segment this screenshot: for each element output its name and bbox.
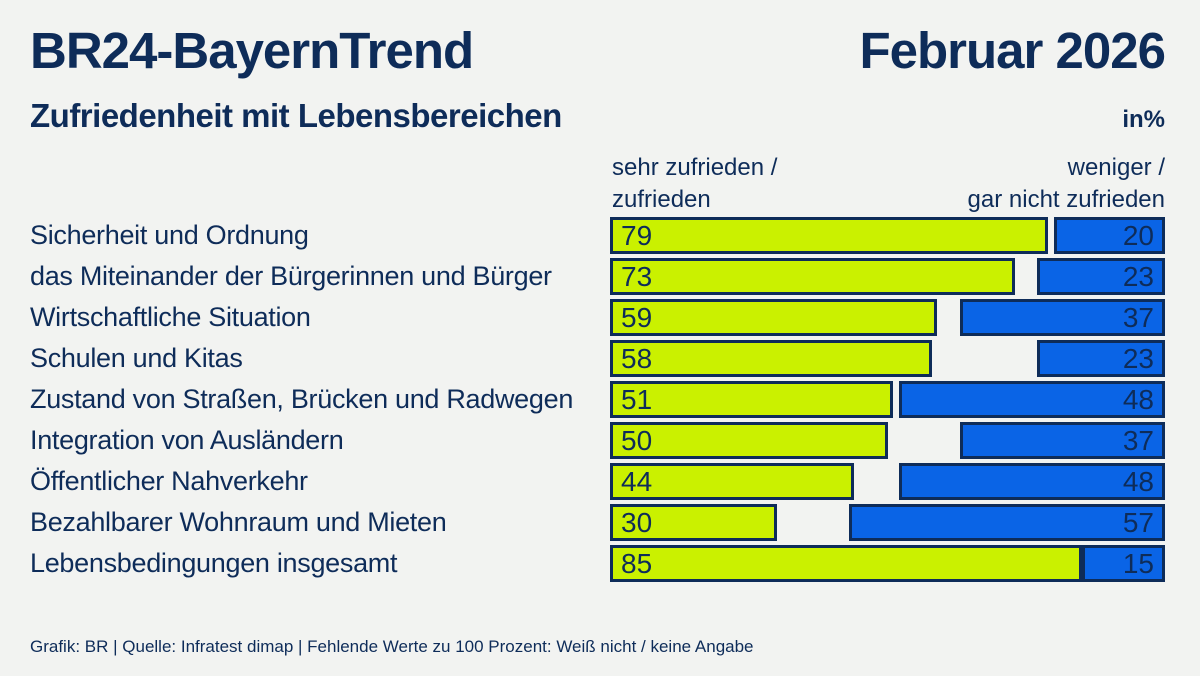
positive-bar: 58 bbox=[610, 340, 932, 377]
report-date: Februar 2026 bbox=[859, 22, 1166, 79]
chart-rows: Sicherheit und Ordnung 79 20 das Miteina… bbox=[30, 217, 1165, 586]
chart-row: Öffentlicher Nahverkehr 44 48 bbox=[30, 463, 1165, 500]
negative-bar: 23 bbox=[1037, 340, 1165, 377]
legend-positive: sehr zufrieden / zufrieden bbox=[612, 152, 777, 216]
negative-value: 48 bbox=[1122, 465, 1154, 497]
negative-value: 37 bbox=[1122, 301, 1154, 333]
negative-bar: 37 bbox=[959, 422, 1165, 459]
positive-bar: 73 bbox=[610, 258, 1016, 295]
chart-row: Lebensbedingungen insgesamt 85 15 bbox=[30, 545, 1165, 582]
legend: sehr zufrieden / zufrieden weniger / gar… bbox=[612, 152, 1165, 216]
positive-value: 58 bbox=[621, 342, 653, 374]
chart-row: Bezahlbarer Wohnraum und Mieten 30 57 bbox=[30, 504, 1165, 541]
category-label: Sicherheit und Ordnung bbox=[30, 220, 309, 250]
chart-row: Sicherheit und Ordnung 79 20 bbox=[30, 217, 1165, 254]
unit-label: in% bbox=[1122, 106, 1165, 133]
legend-positive-line2: zufrieden bbox=[612, 186, 711, 213]
negative-bar: 37 bbox=[959, 299, 1165, 336]
bar-track: 85 15 bbox=[610, 545, 1165, 582]
positive-bar: 44 bbox=[610, 463, 855, 500]
bar-track: 44 48 bbox=[610, 463, 1165, 500]
positive-value: 50 bbox=[621, 424, 653, 456]
chart-row: Integration von Ausländern 50 37 bbox=[30, 422, 1165, 459]
page-title: BR24-BayernTrend bbox=[30, 22, 474, 79]
negative-value: 23 bbox=[1122, 342, 1154, 374]
legend-negative-line2: gar nicht zufrieden bbox=[967, 186, 1165, 213]
positive-bar: 85 bbox=[610, 545, 1082, 582]
chart-row: Wirtschaftliche Situation 59 37 bbox=[30, 299, 1165, 336]
chart-row: Schulen und Kitas 58 23 bbox=[30, 340, 1165, 377]
negative-value: 37 bbox=[1122, 424, 1154, 456]
subheader: Zufriedenheit mit Lebensbereichen in% bbox=[30, 97, 1165, 135]
bar-track: 58 23 bbox=[610, 340, 1165, 377]
category-label: Integration von Ausländern bbox=[30, 425, 344, 455]
positive-bar: 79 bbox=[610, 217, 1049, 254]
negative-value: 20 bbox=[1122, 219, 1154, 251]
positive-bar: 50 bbox=[610, 422, 888, 459]
negative-bar: 57 bbox=[848, 504, 1165, 541]
negative-bar: 20 bbox=[1054, 217, 1165, 254]
negative-bar: 48 bbox=[898, 463, 1165, 500]
legend-negative-line1: weniger / bbox=[1067, 154, 1165, 181]
category-label: Öffentlicher Nahverkehr bbox=[30, 466, 308, 496]
positive-value: 59 bbox=[621, 301, 653, 333]
positive-bar: 30 bbox=[610, 504, 777, 541]
negative-value: 15 bbox=[1122, 547, 1154, 579]
chart-row: das Miteinander der Bürgerinnen und Bürg… bbox=[30, 258, 1165, 295]
negative-bar: 48 bbox=[898, 381, 1165, 418]
positive-value: 73 bbox=[621, 260, 653, 292]
source-credit: Grafik: BR | Quelle: Infratest dimap | F… bbox=[30, 637, 754, 656]
bar-track: 30 57 bbox=[610, 504, 1165, 541]
legend-positive-line1: sehr zufrieden / bbox=[612, 154, 778, 181]
category-label: Lebensbedingungen insgesamt bbox=[30, 548, 398, 578]
positive-bar: 59 bbox=[610, 299, 938, 336]
bar-track: 51 48 bbox=[610, 381, 1165, 418]
positive-value: 44 bbox=[621, 465, 653, 497]
header: BR24-BayernTrend Februar 2026 bbox=[30, 22, 1166, 79]
bar-track: 59 37 bbox=[610, 299, 1165, 336]
positive-value: 85 bbox=[621, 547, 653, 579]
legend-negative: weniger / gar nicht zufrieden bbox=[968, 152, 1165, 216]
chart-subtitle: Zufriedenheit mit Lebensbereichen bbox=[30, 97, 562, 134]
negative-value: 48 bbox=[1122, 383, 1154, 415]
category-label: das Miteinander der Bürgerinnen und Bürg… bbox=[30, 261, 552, 291]
category-label: Zustand von Straßen, Brücken und Radwege… bbox=[30, 384, 574, 414]
negative-value: 57 bbox=[1122, 506, 1154, 538]
bar-track: 73 23 bbox=[610, 258, 1165, 295]
category-label: Bezahlbarer Wohnraum und Mieten bbox=[30, 507, 447, 537]
category-label: Schulen und Kitas bbox=[30, 343, 243, 373]
negative-value: 23 bbox=[1122, 260, 1154, 292]
negative-bar: 15 bbox=[1081, 545, 1165, 582]
positive-value: 79 bbox=[621, 219, 653, 251]
negative-bar: 23 bbox=[1037, 258, 1165, 295]
bar-track: 79 20 bbox=[610, 217, 1165, 254]
positive-value: 51 bbox=[621, 383, 653, 415]
positive-bar: 51 bbox=[610, 381, 894, 418]
category-label: Wirtschaftliche Situation bbox=[30, 302, 311, 332]
chart-row: Zustand von Straßen, Brücken und Radwege… bbox=[30, 381, 1165, 418]
positive-value: 30 bbox=[621, 506, 653, 538]
bar-track: 50 37 bbox=[610, 422, 1165, 459]
